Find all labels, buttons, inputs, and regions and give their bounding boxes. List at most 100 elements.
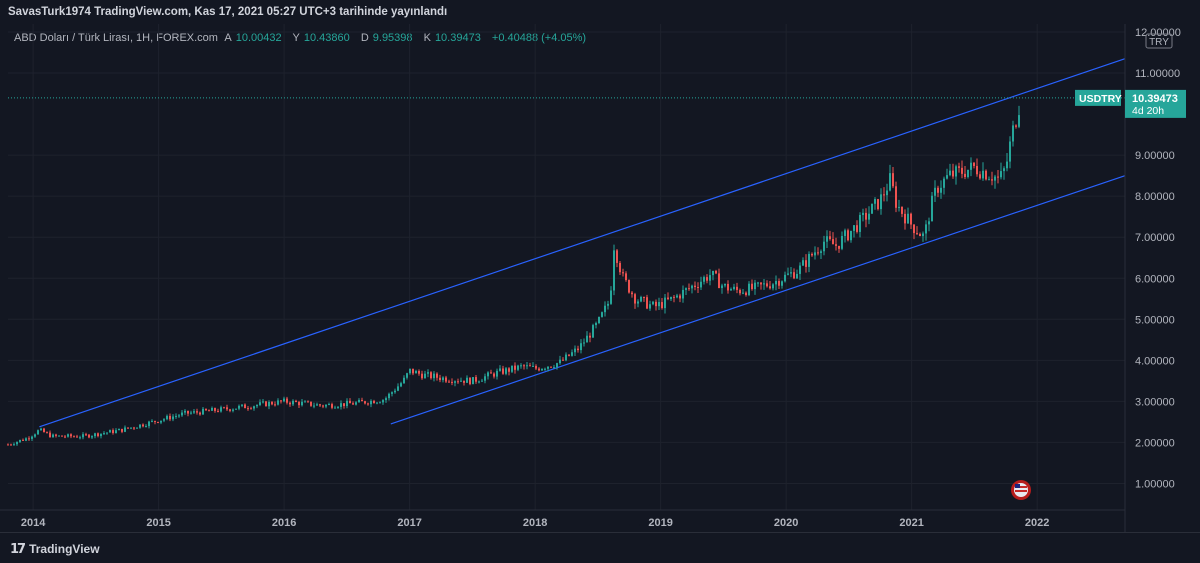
candle-body <box>964 173 966 177</box>
candle-body <box>358 399 360 403</box>
candle-body <box>511 365 513 372</box>
candle-body <box>793 272 795 279</box>
currency-box[interactable]: TRY <box>1145 33 1173 49</box>
tradingview-logo-text: TradingView <box>29 542 100 556</box>
candle-body <box>871 203 873 214</box>
candle-body <box>637 301 639 304</box>
candle-body <box>616 250 618 263</box>
candle-body <box>724 283 726 286</box>
low-number: 9.95398 <box>372 32 413 44</box>
candle-body <box>667 297 669 300</box>
candle-body <box>403 377 405 384</box>
low-value: D 9.95398 <box>361 32 417 44</box>
candle-body <box>919 233 921 237</box>
candle-body <box>775 281 777 285</box>
candle-body <box>118 428 120 431</box>
candle-body <box>595 323 597 326</box>
candle-body <box>955 166 957 177</box>
candle-body <box>421 373 423 379</box>
candle-body <box>913 224 915 234</box>
candle-body <box>70 434 72 437</box>
candle-body <box>568 354 570 356</box>
candle-body <box>439 377 441 381</box>
candle-body <box>556 363 558 368</box>
candle-body <box>310 401 312 406</box>
candle-body <box>742 292 744 294</box>
symbol-name[interactable]: ABD Doları / Türk Lirası, 1H, FOREX.com <box>14 32 218 44</box>
us-flag-icon[interactable] <box>1011 480 1031 500</box>
candle-body <box>445 377 447 382</box>
currency-label: TRY <box>1149 37 1169 48</box>
candle-body <box>811 253 813 256</box>
candle-body <box>547 366 549 369</box>
candle-body <box>586 335 588 343</box>
channel-lines <box>39 58 1126 428</box>
price-badge[interactable]: USDTRY 10.39473 4d 20h <box>1075 89 1186 118</box>
candle-body <box>937 187 939 193</box>
candle-body <box>430 372 432 379</box>
channel-line <box>39 58 1126 428</box>
candle-body <box>904 213 906 224</box>
candle-body <box>958 166 960 168</box>
candle-body <box>238 405 240 409</box>
candle-body <box>562 359 564 361</box>
candle-body <box>148 421 150 427</box>
candle-body <box>79 437 81 439</box>
high-label: Y <box>292 32 300 44</box>
candle-body <box>7 444 9 446</box>
candle-body <box>226 407 228 410</box>
candle-body <box>433 373 435 379</box>
candle-body <box>649 304 651 309</box>
candle-body <box>772 284 774 289</box>
candle-body <box>505 368 507 374</box>
candle-body <box>484 376 486 381</box>
candle-body <box>454 381 456 383</box>
candle-body <box>610 290 612 304</box>
candle-body <box>673 296 675 298</box>
candle-body <box>523 365 525 367</box>
candle-body <box>706 277 708 281</box>
candle-body <box>307 401 309 403</box>
low-label: D <box>360 32 369 44</box>
price-chart[interactable]: 1.00000 2.00000 3.00000 4.00000 5.00000 6.000… <box>0 24 1200 532</box>
high-number: 10.43860 <box>303 32 350 44</box>
x-tick-label: 2018 <box>523 517 547 529</box>
candle-body <box>925 224 927 234</box>
x-tick-label: 2020 <box>774 517 798 529</box>
candle-body <box>967 169 969 177</box>
candle-body <box>832 239 834 245</box>
candle-body <box>886 190 888 196</box>
candle-body <box>265 401 267 407</box>
candle-body <box>481 380 483 382</box>
candle-body <box>817 252 819 254</box>
candle-body <box>502 368 504 374</box>
candle-body <box>754 282 756 290</box>
candle-body <box>151 420 153 422</box>
candle-body <box>592 325 594 338</box>
candle-body <box>721 285 723 289</box>
candle-body <box>91 436 93 438</box>
candle-body <box>283 398 285 402</box>
candle-body <box>88 434 90 438</box>
candle-body <box>538 368 540 371</box>
candle-body <box>406 373 408 378</box>
candle-body <box>244 404 246 409</box>
candle-body <box>703 277 705 282</box>
x-tick-label: 2017 <box>397 517 421 529</box>
candle-body <box>451 381 453 383</box>
close-value: K 10.39473 <box>424 32 485 44</box>
candle-body <box>334 407 336 409</box>
candle-body <box>442 377 444 381</box>
candle-body <box>589 335 591 338</box>
candle-body <box>181 412 183 416</box>
candle-body <box>571 352 573 356</box>
y-tick-label: 9.00000 <box>1135 150 1175 162</box>
candle-body <box>460 380 462 382</box>
candle-body <box>94 433 96 437</box>
candle-body <box>796 273 798 279</box>
candle-body <box>646 297 648 309</box>
tradingview-logo[interactable]: 𝟭𝟳 TradingView <box>10 541 100 557</box>
candle-body <box>661 302 663 309</box>
y-tick-label: 11.00000 <box>1135 68 1180 80</box>
candle-body <box>361 399 363 402</box>
